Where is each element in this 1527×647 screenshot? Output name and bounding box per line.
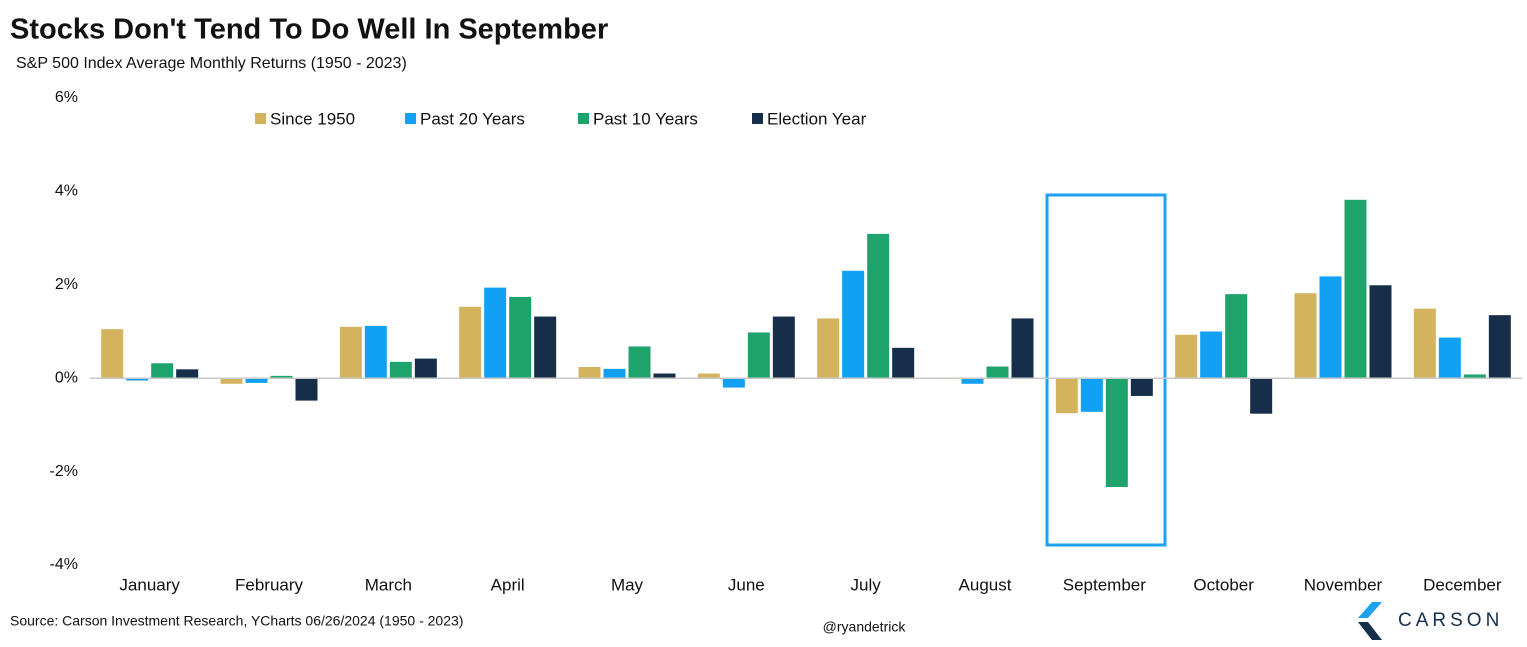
bar: [867, 233, 890, 379]
bar: [653, 373, 676, 379]
bar: [176, 369, 199, 379]
y-tick-label: -4%: [50, 556, 78, 573]
bar: [1438, 337, 1461, 379]
x-tick-label: October: [1193, 575, 1254, 594]
bar: [414, 358, 437, 379]
bar: [220, 378, 243, 384]
bar: [747, 332, 770, 379]
x-tick-label: April: [491, 575, 525, 594]
bar: [1055, 378, 1078, 414]
bar: [1011, 318, 1034, 379]
bar: [295, 378, 318, 401]
bar: [961, 378, 984, 384]
bar: [628, 346, 651, 379]
y-tick-label: -2%: [50, 463, 78, 480]
bar: [1105, 378, 1128, 488]
y-tick-label: 6%: [55, 89, 78, 106]
legend-swatch: [255, 113, 266, 124]
x-tick-label: December: [1423, 575, 1502, 594]
legend-label: Since 1950: [270, 109, 355, 128]
bar: [126, 378, 149, 381]
x-tick-label: November: [1304, 575, 1383, 594]
bar: [603, 368, 626, 379]
bar: [339, 326, 362, 379]
bar: [1225, 294, 1248, 379]
bar: [389, 361, 412, 379]
bar: [364, 325, 387, 379]
y-tick-label: 2%: [55, 276, 78, 293]
chart-title: Stocks Don't Tend To Do Well In Septembe…: [10, 14, 608, 46]
logo-mark: [1358, 622, 1382, 640]
highlight-box: [1045, 193, 1167, 547]
bar: [892, 347, 915, 379]
bar: [1319, 276, 1342, 379]
x-tick-label: February: [235, 575, 304, 594]
bar: [534, 316, 557, 379]
bar: [270, 375, 293, 379]
legend-swatch: [578, 113, 589, 124]
bar: [722, 378, 745, 388]
source-note: Source: Carson Investment Research, YCha…: [10, 613, 463, 629]
bar: [1200, 331, 1223, 379]
x-tick-label: March: [365, 575, 412, 594]
x-tick-label: June: [728, 575, 765, 594]
bar: [1250, 378, 1273, 414]
bar: [459, 306, 482, 379]
bar: [578, 366, 601, 379]
bar: [1369, 285, 1392, 379]
logo-mark: [1358, 602, 1382, 618]
bar: [245, 378, 268, 383]
legend-label: Past 20 Years: [420, 109, 525, 128]
bar: [817, 318, 840, 379]
bar: [1463, 374, 1486, 379]
chart-subtitle: S&P 500 Index Average Monthly Returns (1…: [16, 55, 407, 72]
bar: [1413, 308, 1436, 379]
legend-label: Past 10 Years: [593, 109, 698, 128]
bar: [509, 296, 532, 379]
legend-label: Election Year: [767, 109, 867, 128]
bar: [1488, 315, 1511, 379]
legend-swatch: [752, 113, 763, 124]
legend-swatch: [405, 113, 416, 124]
bar: [772, 316, 795, 379]
y-tick-label: 0%: [55, 369, 78, 386]
bar: [697, 373, 720, 379]
bar: [1130, 378, 1153, 396]
bar: [151, 363, 174, 379]
x-tick-label: September: [1063, 575, 1146, 594]
bar: [986, 366, 1009, 379]
bar: [1080, 378, 1103, 412]
bar: [842, 270, 865, 379]
bar: [101, 329, 124, 379]
x-tick-label: January: [119, 575, 180, 594]
x-tick-label: July: [851, 575, 882, 594]
bar: [1294, 293, 1317, 379]
logo-text: CARSON: [1398, 610, 1503, 631]
bar: [1175, 334, 1198, 379]
credit: @ryandetrick: [823, 619, 907, 635]
y-tick-label: 4%: [55, 183, 78, 200]
bar: [484, 287, 507, 379]
logo: CARSON: [1358, 602, 1503, 640]
bar: [1344, 199, 1367, 379]
x-tick-label: August: [959, 575, 1012, 594]
x-tick-label: May: [611, 575, 644, 594]
